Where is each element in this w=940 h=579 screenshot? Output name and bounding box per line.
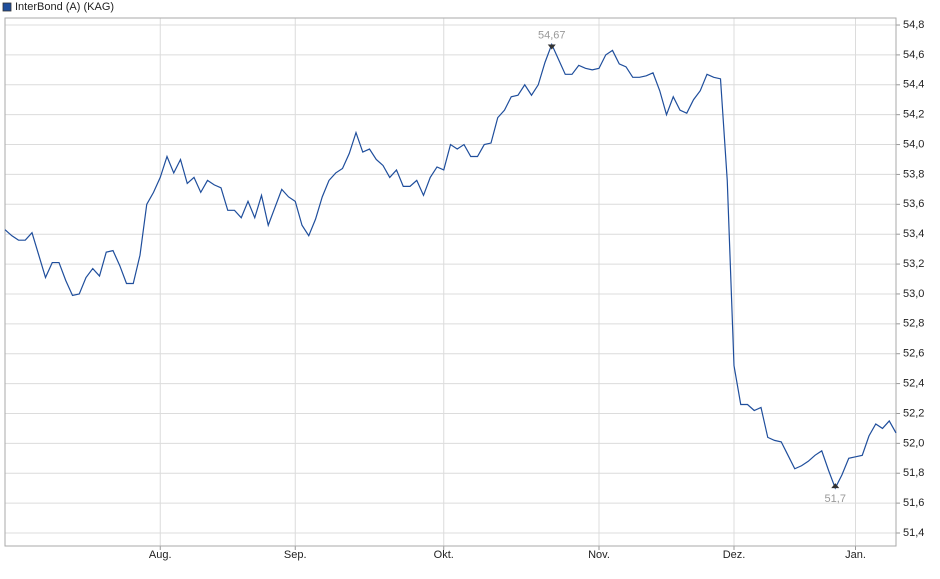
annotation-marker [547, 44, 556, 50]
annotation-label: 51,7 [825, 493, 846, 505]
x-tick-label: Dez. [723, 549, 746, 561]
y-tick-label: 52,0 [903, 437, 924, 449]
y-tick-label: 54,2 [903, 109, 924, 121]
y-tick-label: 52,6 [903, 348, 924, 360]
y-tick-label: 54,6 [903, 49, 924, 61]
y-tick-label: 51,6 [903, 497, 924, 509]
y-tick-label: 52,4 [903, 378, 924, 390]
x-tick-label: Sep. [284, 549, 307, 561]
y-tick-label: 51,8 [903, 467, 924, 479]
legend-swatch [2, 2, 12, 12]
plot-frame [4, 17, 897, 547]
y-tick-label: 52,2 [903, 407, 924, 419]
x-tick-label: Jan. [845, 549, 866, 561]
y-tick-label: 53,0 [903, 288, 924, 300]
annotation-marker [831, 483, 840, 489]
x-tick-label: Okt. [434, 549, 454, 561]
y-tick-label: 53,2 [903, 258, 924, 270]
y-tick-label: 53,8 [903, 168, 924, 180]
x-tick-label: Nov. [588, 549, 610, 561]
y-tick-label: 51,4 [903, 527, 924, 539]
x-tick-label: Aug. [149, 549, 172, 561]
y-tick-label: 54,0 [903, 138, 924, 150]
legend-label: InterBond (A) (KAG) [15, 1, 114, 13]
annotation-label: 54,67 [538, 29, 566, 41]
y-tick-label: 52,8 [903, 318, 924, 330]
data-line [4, 42, 897, 490]
y-tick-label: 53,4 [903, 228, 924, 240]
y-tick-label: 54,8 [903, 19, 924, 31]
y-tick-label: 53,6 [903, 198, 924, 210]
y-tick-label: 54,4 [903, 79, 924, 91]
